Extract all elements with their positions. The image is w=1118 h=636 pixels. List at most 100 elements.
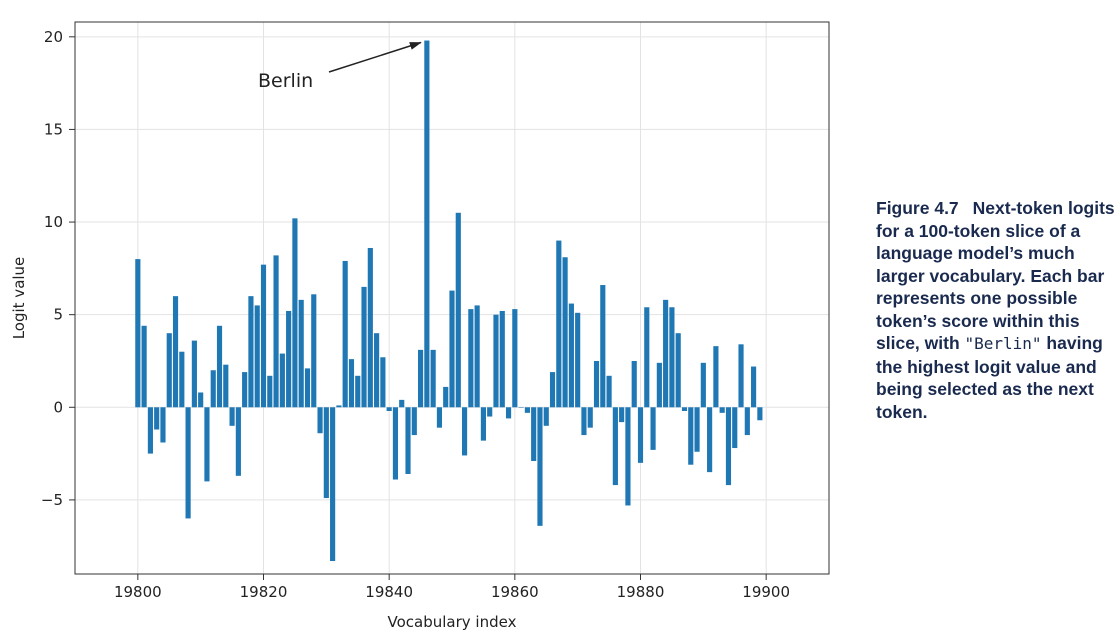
bar — [644, 307, 649, 407]
bar — [142, 326, 147, 408]
bar — [650, 407, 655, 450]
bar — [211, 370, 216, 407]
x-tick-label: 19800 — [114, 583, 162, 601]
bar — [588, 407, 593, 427]
bar — [443, 387, 448, 407]
bar — [575, 313, 580, 407]
bars — [135, 41, 762, 562]
bar — [280, 354, 285, 408]
bar — [173, 296, 178, 407]
bar — [242, 372, 247, 407]
bar — [387, 407, 392, 411]
bar — [500, 311, 505, 407]
x-axis-label: Vocabulary index — [388, 613, 517, 631]
bar — [751, 367, 756, 408]
bar — [506, 407, 511, 418]
bar — [531, 407, 536, 461]
bar — [204, 407, 209, 481]
bar — [273, 255, 278, 407]
bar — [267, 376, 272, 407]
bar — [449, 291, 454, 408]
bar — [336, 405, 341, 407]
bar — [412, 407, 417, 435]
x-tick-label: 19860 — [491, 583, 539, 601]
bar — [663, 300, 668, 407]
bar — [418, 350, 423, 407]
bar — [431, 350, 436, 407]
bar — [399, 400, 404, 407]
bar — [519, 407, 524, 408]
bar — [738, 344, 743, 407]
bar — [248, 296, 253, 407]
bar — [198, 392, 203, 407]
bar — [380, 357, 385, 407]
bar — [160, 407, 165, 442]
bar — [556, 241, 561, 408]
bar — [292, 218, 297, 407]
bar — [343, 261, 348, 407]
bar — [374, 333, 379, 407]
bar — [424, 41, 429, 408]
x-tick-label: 19820 — [240, 583, 288, 601]
bar — [607, 376, 612, 407]
bar — [230, 407, 235, 426]
caption-code: "Berlin" — [965, 334, 1042, 353]
bar — [669, 307, 674, 407]
bar — [600, 285, 605, 407]
bar — [299, 300, 304, 407]
bar — [487, 407, 492, 416]
y-tick-label: 20 — [44, 28, 63, 46]
bar — [525, 407, 530, 413]
y-tick-label: −5 — [41, 491, 63, 509]
bar — [361, 287, 366, 407]
bar — [481, 407, 486, 440]
bar — [638, 407, 643, 463]
bar — [324, 407, 329, 498]
bar — [475, 305, 480, 407]
y-tick-label: 0 — [53, 398, 63, 416]
bar — [632, 361, 637, 407]
x-axis-ticks: 19800 19820 19840 19860 19880 19900 — [114, 574, 790, 601]
figure-caption: Figure 4.7 Next-token logits for a 100-to… — [876, 197, 1116, 423]
bar — [405, 407, 410, 474]
bar — [493, 315, 498, 408]
y-tick-label: 5 — [53, 306, 63, 324]
bar — [179, 352, 184, 408]
bar — [625, 407, 630, 505]
bar — [311, 294, 316, 407]
bar — [462, 407, 467, 455]
bar — [720, 407, 725, 413]
bar — [619, 407, 624, 422]
x-tick-label: 19840 — [365, 583, 413, 601]
bar — [217, 326, 222, 408]
bar — [349, 359, 354, 407]
y-tick-label: 10 — [44, 213, 63, 231]
figure-number: Figure 4.7 — [876, 198, 959, 218]
bar — [317, 407, 322, 433]
y-tick-label: 15 — [44, 120, 63, 138]
bar — [694, 407, 699, 451]
bar — [437, 407, 442, 427]
bar — [563, 257, 568, 407]
bar — [255, 305, 260, 407]
bar — [537, 407, 542, 526]
bar — [594, 361, 599, 407]
bar — [657, 363, 662, 407]
bar — [544, 407, 549, 426]
x-tick-label: 19880 — [617, 583, 665, 601]
bar — [456, 213, 461, 407]
bar — [581, 407, 586, 435]
y-axis-label: Logit value — [10, 257, 28, 340]
bar — [355, 376, 360, 407]
bar — [148, 407, 153, 453]
bar — [192, 341, 197, 408]
bar — [468, 309, 473, 407]
bar — [261, 265, 266, 408]
bar — [368, 248, 373, 407]
annotation-label: Berlin — [258, 70, 313, 92]
bar — [707, 407, 712, 472]
bar — [757, 407, 762, 420]
bar — [682, 407, 687, 411]
x-tick-label: 19900 — [742, 583, 790, 601]
y-axis-ticks: 20 15 10 5 0 −5 — [41, 28, 75, 509]
